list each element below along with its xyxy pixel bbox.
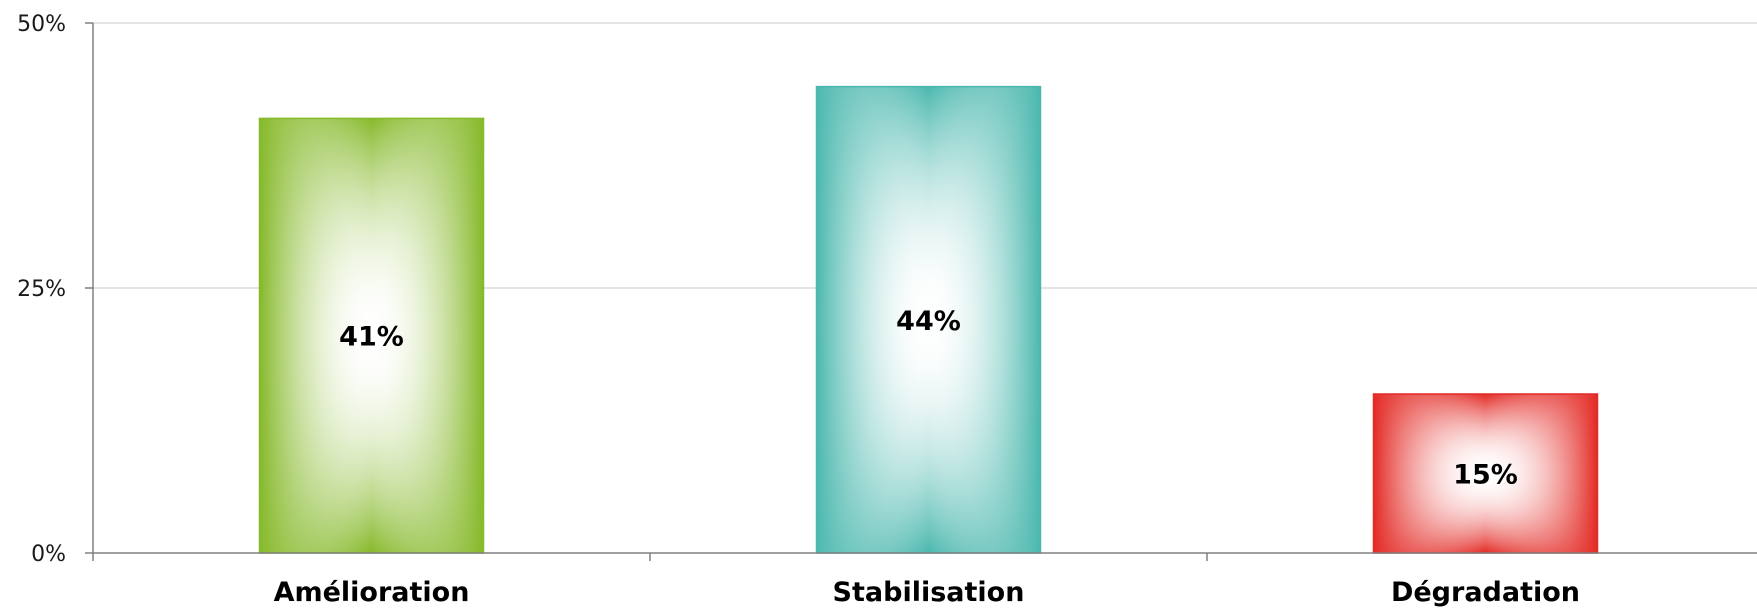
bar	[1372, 393, 1599, 554]
data-label: 41%	[339, 322, 404, 353]
y-tick-label: 25%	[17, 277, 66, 302]
x-category-label: Dégradation	[1391, 577, 1580, 608]
y-tick-label: 50%	[17, 12, 66, 37]
bar	[815, 85, 1042, 554]
labels: 0% 25% 50% 41% Amélioration 44% Stabilisation 1…	[17, 12, 1580, 608]
bar	[258, 117, 485, 554]
axes	[85, 22, 1757, 561]
y-tick-label: 0%	[31, 542, 66, 567]
x-category-label: Stabilisation	[833, 577, 1025, 608]
x-category-label: Amélioration	[274, 577, 470, 608]
data-label: 44%	[896, 306, 961, 337]
data-label: 15%	[1453, 460, 1518, 491]
bars	[258, 85, 1599, 554]
